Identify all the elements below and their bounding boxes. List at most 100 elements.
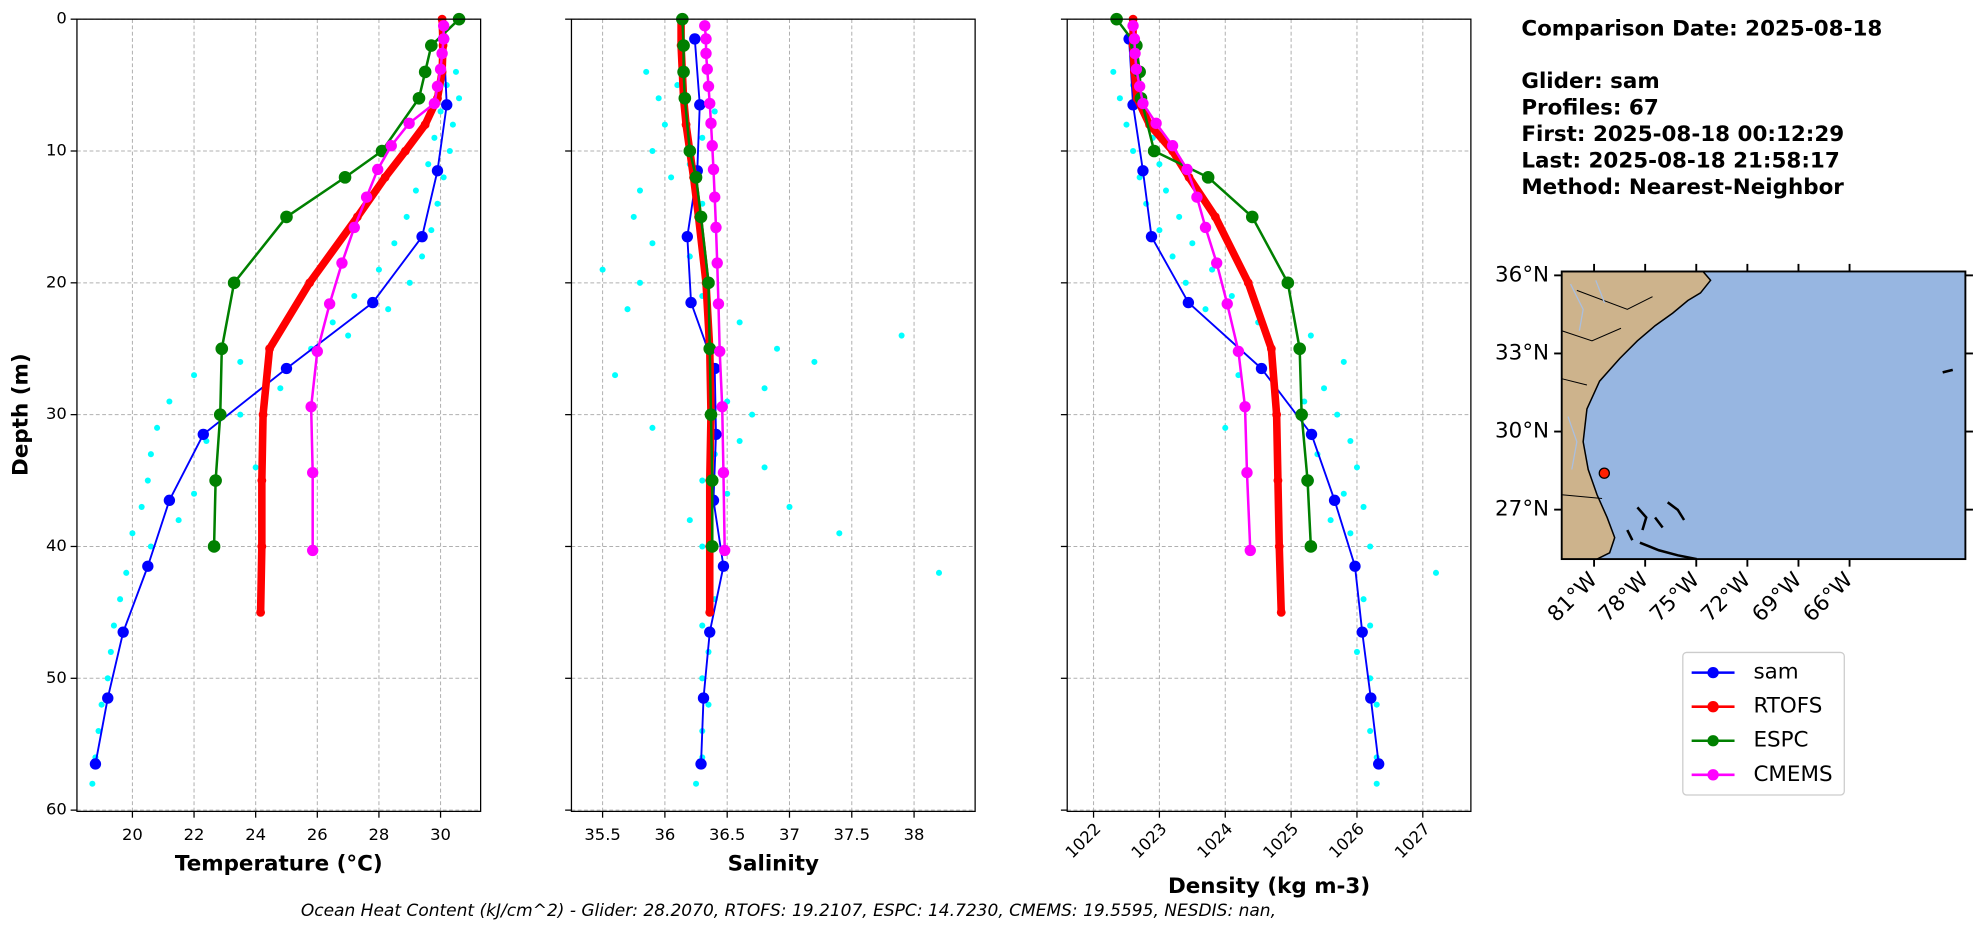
raw-point xyxy=(811,358,818,365)
profile-point xyxy=(1272,410,1282,420)
profile-point xyxy=(1305,428,1318,441)
raw-point xyxy=(624,306,631,313)
raw-point xyxy=(434,200,441,207)
legend-label: CMEMS xyxy=(1753,762,1832,787)
raw-point xyxy=(699,477,706,484)
raw-point xyxy=(699,543,706,550)
raw-point xyxy=(1307,332,1314,339)
x-tick-label: 24 xyxy=(245,825,266,844)
raw-point xyxy=(437,108,444,115)
raw-point xyxy=(98,701,105,708)
raw-point xyxy=(1123,121,1130,128)
x-axis-label: Density (kg m-3) xyxy=(1168,874,1370,899)
profile-point xyxy=(227,276,241,290)
x-tick-label: 1026 xyxy=(1325,819,1368,862)
info-line: First: 2025-08-18 00:12:29 xyxy=(1521,122,1844,147)
profile-point xyxy=(425,39,438,52)
lon-label: 66°W xyxy=(1799,568,1859,628)
raw-point xyxy=(385,306,392,313)
profile-point xyxy=(1274,542,1284,551)
profile-point xyxy=(719,544,731,557)
profile-point xyxy=(689,171,703,184)
profile-line xyxy=(1129,19,1286,613)
profile-point xyxy=(418,65,432,79)
raw-point xyxy=(1360,596,1367,603)
raw-point xyxy=(1373,701,1380,708)
lat-label: 33°N xyxy=(1495,340,1549,365)
raw-point xyxy=(89,780,96,787)
lat-label: 30°N xyxy=(1495,419,1549,444)
raw-point xyxy=(599,266,606,273)
profile-point xyxy=(712,298,725,310)
profile-point xyxy=(702,80,715,93)
raw-point xyxy=(431,134,438,141)
raw-point xyxy=(649,240,656,247)
raw-point xyxy=(693,780,700,787)
raw-point xyxy=(699,134,706,141)
raw-point xyxy=(649,147,656,155)
raw-point xyxy=(736,437,743,445)
raw-point xyxy=(636,279,644,286)
profile-point xyxy=(681,231,693,243)
islands xyxy=(1626,368,1954,560)
profile-line xyxy=(94,38,448,765)
profile-point xyxy=(703,342,717,356)
profile-point xyxy=(705,540,719,553)
profile-point xyxy=(434,63,447,75)
profile-point xyxy=(1166,140,1179,152)
profile-point xyxy=(1304,540,1318,553)
raw-point xyxy=(636,187,644,194)
raw-point xyxy=(345,332,352,339)
profile-point xyxy=(683,144,697,158)
x-tick-label: 36 xyxy=(654,825,675,844)
profile-point xyxy=(717,560,730,572)
x-axis-label: Salinity xyxy=(728,851,819,876)
map: 36°N 33°N 30°N 27°N 81°W78°W75°W72°W69°W66°W xyxy=(1495,262,1973,627)
raw-point xyxy=(1116,95,1123,102)
x-tick-label: 22 xyxy=(184,825,205,844)
profile-point xyxy=(1137,165,1149,177)
profile-point xyxy=(717,466,730,479)
profile-point xyxy=(1201,171,1215,184)
profile-point xyxy=(215,342,229,356)
raw-point xyxy=(1189,240,1196,247)
profile-point xyxy=(307,466,319,479)
profile-point xyxy=(280,362,293,375)
raw-point xyxy=(674,82,681,89)
raw-point xyxy=(1156,161,1163,168)
profile-point xyxy=(258,410,268,420)
profile-point xyxy=(257,476,267,485)
raw-point xyxy=(1321,385,1328,392)
profile-point xyxy=(437,33,450,45)
raw-point xyxy=(1176,213,1183,220)
profile-point xyxy=(700,47,712,60)
y-tick-label: 10 xyxy=(46,140,67,159)
profile-point xyxy=(1130,63,1143,75)
raw-point xyxy=(329,319,336,326)
raw-point xyxy=(699,675,706,682)
profile-point xyxy=(385,140,397,152)
raw-point xyxy=(154,424,161,431)
profile-point xyxy=(338,171,352,184)
raw-point xyxy=(446,147,453,155)
profile-point xyxy=(1210,212,1220,222)
profile-point xyxy=(1373,758,1385,770)
raw-point xyxy=(1347,530,1354,537)
raw-point xyxy=(147,451,154,458)
profile-point xyxy=(701,63,713,75)
raw-point xyxy=(375,266,382,273)
x-tick-label: 26 xyxy=(307,825,328,844)
legend: sam RTOFS ESPC CMEMS xyxy=(1682,651,1845,796)
raw-point xyxy=(175,517,182,524)
x-tick-label: 1022 xyxy=(1062,819,1105,862)
profile-point xyxy=(677,39,690,52)
profile-point xyxy=(1128,33,1141,45)
profile-point xyxy=(1243,278,1253,288)
profile-point xyxy=(694,99,706,111)
map-frame xyxy=(1560,270,1967,561)
profile-point xyxy=(360,191,373,203)
raw-point xyxy=(1353,648,1360,655)
raw-point xyxy=(761,464,768,471)
profile-point xyxy=(1295,408,1308,421)
